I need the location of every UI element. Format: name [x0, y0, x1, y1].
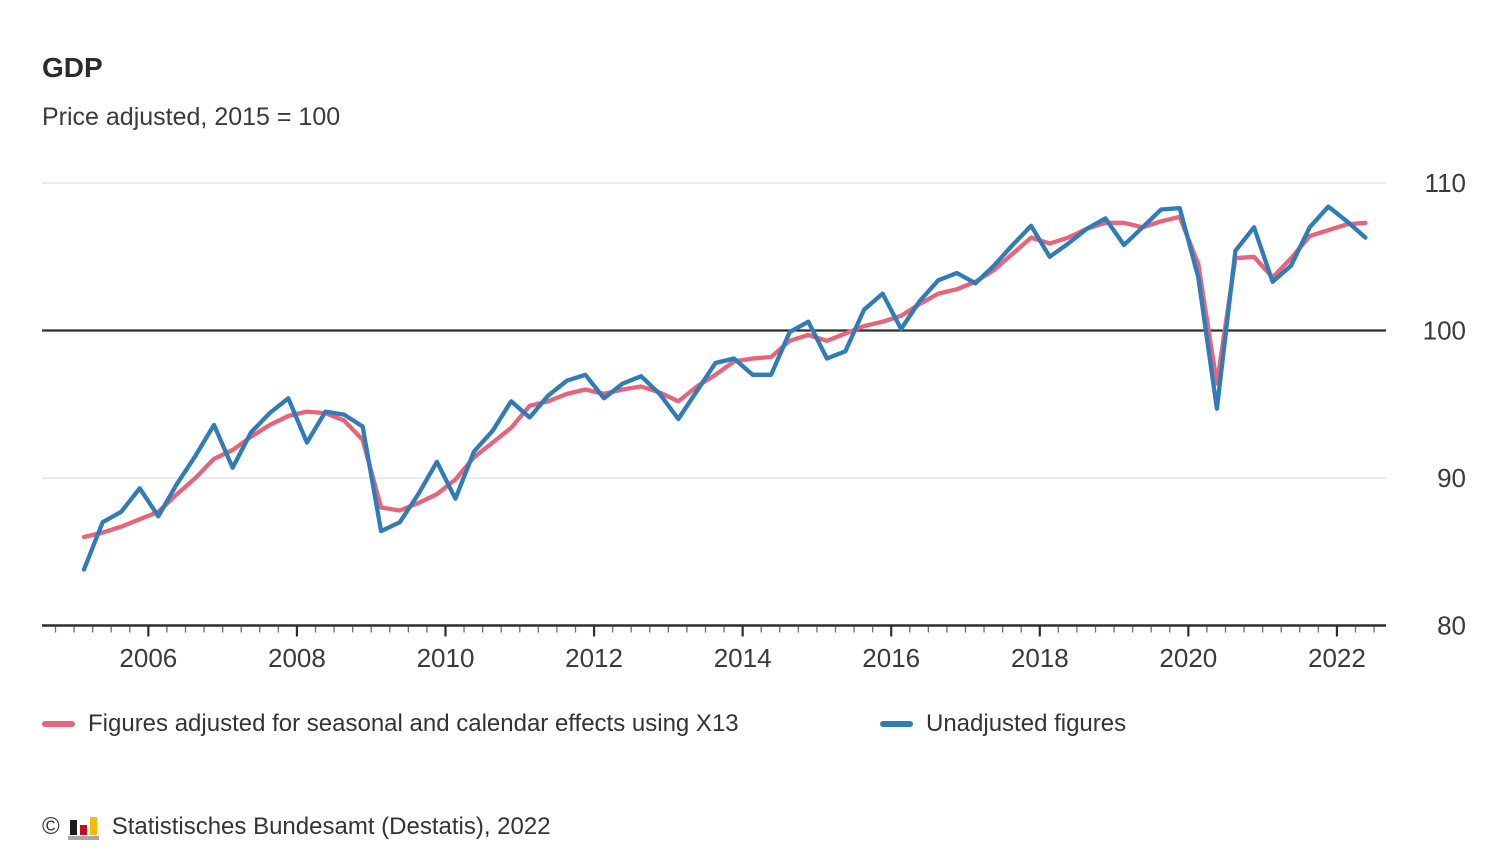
- x-tick-label: 2008: [268, 643, 326, 673]
- x-tick-label: 2016: [862, 643, 920, 673]
- series-line-unadjusted: [81, 204, 1368, 572]
- footer-text: Statistisches Bundesamt (Destatis), 2022: [111, 813, 551, 840]
- unadjusted-line-swatch-icon: [880, 721, 913, 727]
- x-tick-label: 2010: [417, 643, 475, 673]
- destatis-logo-icon: [67, 814, 102, 840]
- x-tick-label: 2018: [1011, 643, 1069, 673]
- adjusted-line-swatch-icon: [42, 721, 75, 727]
- x-tick-label: 2022: [1308, 643, 1366, 673]
- y-tick-label: 80: [1437, 611, 1466, 641]
- page-title: GDP: [42, 52, 103, 83]
- legend-label-adjusted: Figures adjusted for seasonal and calend…: [88, 710, 739, 737]
- gdp-line-chart: 2006 2008 2010 2012 2014 2016 2018 2020 2022 80 90…: [42, 168, 1466, 673]
- x-tick-label: 2012: [565, 643, 623, 673]
- footer: © Statistisches Bundesamt (Destatis), 20…: [42, 814, 551, 840]
- legend-item-unadjusted: Unadjusted figures: [880, 710, 1126, 738]
- y-tick-label: 100: [1423, 316, 1466, 346]
- legend-item-adjusted: Figures adjusted for seasonal and calend…: [42, 710, 739, 738]
- copyright-symbol: ©: [42, 813, 60, 840]
- y-tick-label: 110: [1425, 168, 1466, 198]
- legend-label-unadjusted: Unadjusted figures: [926, 710, 1127, 737]
- y-tick-label: 90: [1437, 463, 1466, 493]
- x-tick-label: 2014: [714, 643, 772, 673]
- page-subtitle: Price adjusted, 2015 = 100: [42, 103, 341, 131]
- x-tick-label: 2006: [119, 643, 177, 673]
- x-tick-label: 2020: [1159, 643, 1217, 673]
- series-line-adjusted: [81, 214, 1368, 540]
